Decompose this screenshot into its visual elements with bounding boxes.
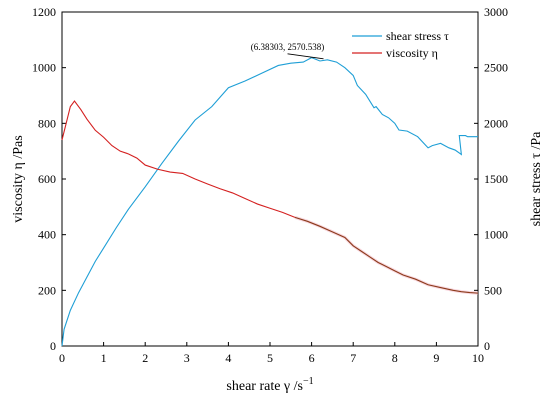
y-right-tick-label: 0 [484,339,490,353]
x-tick-label: 2 [142,351,148,365]
y-axis-left-title: viscosity η /Pas [11,135,26,222]
x-axis-title: shear rate γ /s−1 [226,376,313,394]
x-tick-label: 4 [225,351,231,365]
y-left-tick-label: 1200 [32,5,56,19]
y-left-tick-label: 1000 [32,61,56,75]
x-tick-label: 7 [350,351,356,365]
series-line-shear-stress [61,57,478,347]
legend-label-viscosity: viscosity η [386,46,438,60]
y-left-tick-label: 0 [50,339,56,353]
y-left-tick-label: 800 [38,116,56,130]
series-line-viscosity-tail [294,216,479,294]
series-layer [61,57,479,347]
x-tick-label: 8 [392,351,398,365]
annotation-leader-line [287,53,324,60]
series-line-viscosity [61,100,296,218]
x-axis-title-exponent: −1 [303,376,314,387]
y-right-tick-label: 3000 [484,5,508,19]
y-axis-right-title: shear stress τ /Pa [529,131,544,226]
x-tick-label: 5 [267,351,273,365]
y-axis-right: 0 500 1000 1500 2000 2500 3000 [474,5,508,353]
x-axis: 0 1 2 3 4 5 6 7 8 9 10 [59,342,484,365]
y-right-tick-label: 1500 [484,172,508,186]
annotation: (6.38303, 2570.538) [251,42,325,60]
y-axis-left: 0 200 400 600 800 1000 1200 [32,5,66,353]
y-right-tick-label: 500 [484,283,502,297]
y-left-tick-label: 400 [38,228,56,242]
y-right-tick-label: 1000 [484,228,508,242]
x-tick-label: 3 [184,351,190,365]
x-tick-label: 10 [472,351,484,365]
x-tick-label: 6 [309,351,315,365]
x-tick-label: 9 [433,351,439,365]
y-left-tick-label: 600 [38,172,56,186]
y-left-tick-label: 200 [38,283,56,297]
legend: shear stress τ viscosity η [352,29,449,60]
x-tick-label: 0 [59,351,65,365]
y-right-tick-label: 2500 [484,61,508,75]
y-right-tick-label: 2000 [484,116,508,130]
legend-label-shear-stress: shear stress τ [386,29,449,43]
annotation-label: (6.38303, 2570.538) [251,42,325,52]
x-tick-label: 1 [101,351,107,365]
x-axis-title-text: shear rate γ /s [226,379,303,394]
